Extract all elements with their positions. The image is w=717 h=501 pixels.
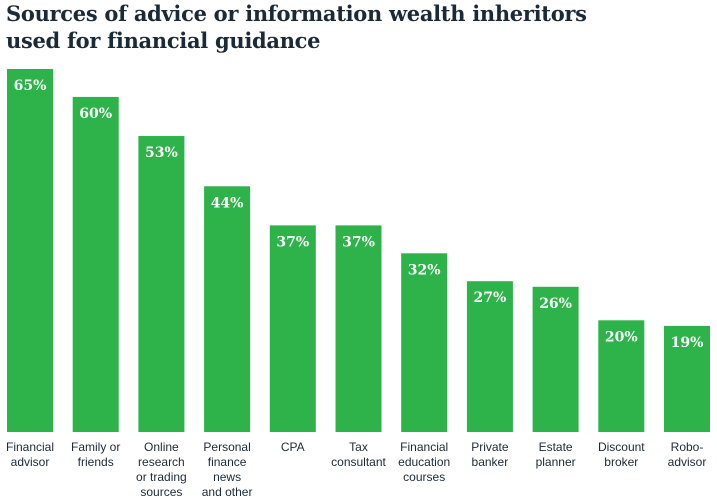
x-tick-label: Tax consultant: [331, 440, 386, 469]
x-tick-label: CPA: [280, 440, 305, 454]
value-label: 44%: [211, 195, 244, 211]
value-label: 53%: [145, 145, 178, 161]
x-tick-label: Estate planner: [535, 440, 576, 469]
value-label: 19%: [671, 335, 704, 351]
bar: [204, 186, 251, 432]
bar: [466, 281, 513, 432]
bar: [401, 253, 448, 432]
value-label: 32%: [408, 262, 441, 278]
x-tick-label: Online research or trading sources: [136, 440, 187, 499]
bar: [335, 225, 382, 432]
bar: [532, 286, 579, 432]
x-tick-label: Discount broker: [597, 440, 645, 469]
x-tick-label: Financial education courses: [398, 440, 451, 484]
bar: [664, 325, 710, 432]
value-label: 20%: [605, 329, 638, 345]
bar: [7, 69, 53, 432]
value-label: 27%: [474, 290, 507, 306]
value-label: 37%: [342, 234, 375, 250]
value-label: 65%: [14, 78, 47, 94]
x-tick-label: Family or friends: [71, 440, 121, 469]
chart-title: Sources of advice or information wealth …: [6, 1, 587, 53]
bar: [269, 225, 316, 432]
value-label: 26%: [539, 296, 572, 312]
x-tick-label: Personal finance news and other: [201, 440, 253, 499]
x-tick-label: Financial advisor: [5, 440, 55, 469]
bar: [72, 96, 119, 432]
x-tick-label: Private banker: [471, 440, 509, 469]
bar: [598, 320, 645, 432]
value-label: 37%: [276, 234, 309, 250]
value-label: 60%: [79, 106, 112, 122]
bar: [138, 136, 185, 432]
x-tick-label: Robo- advisor: [667, 440, 707, 469]
